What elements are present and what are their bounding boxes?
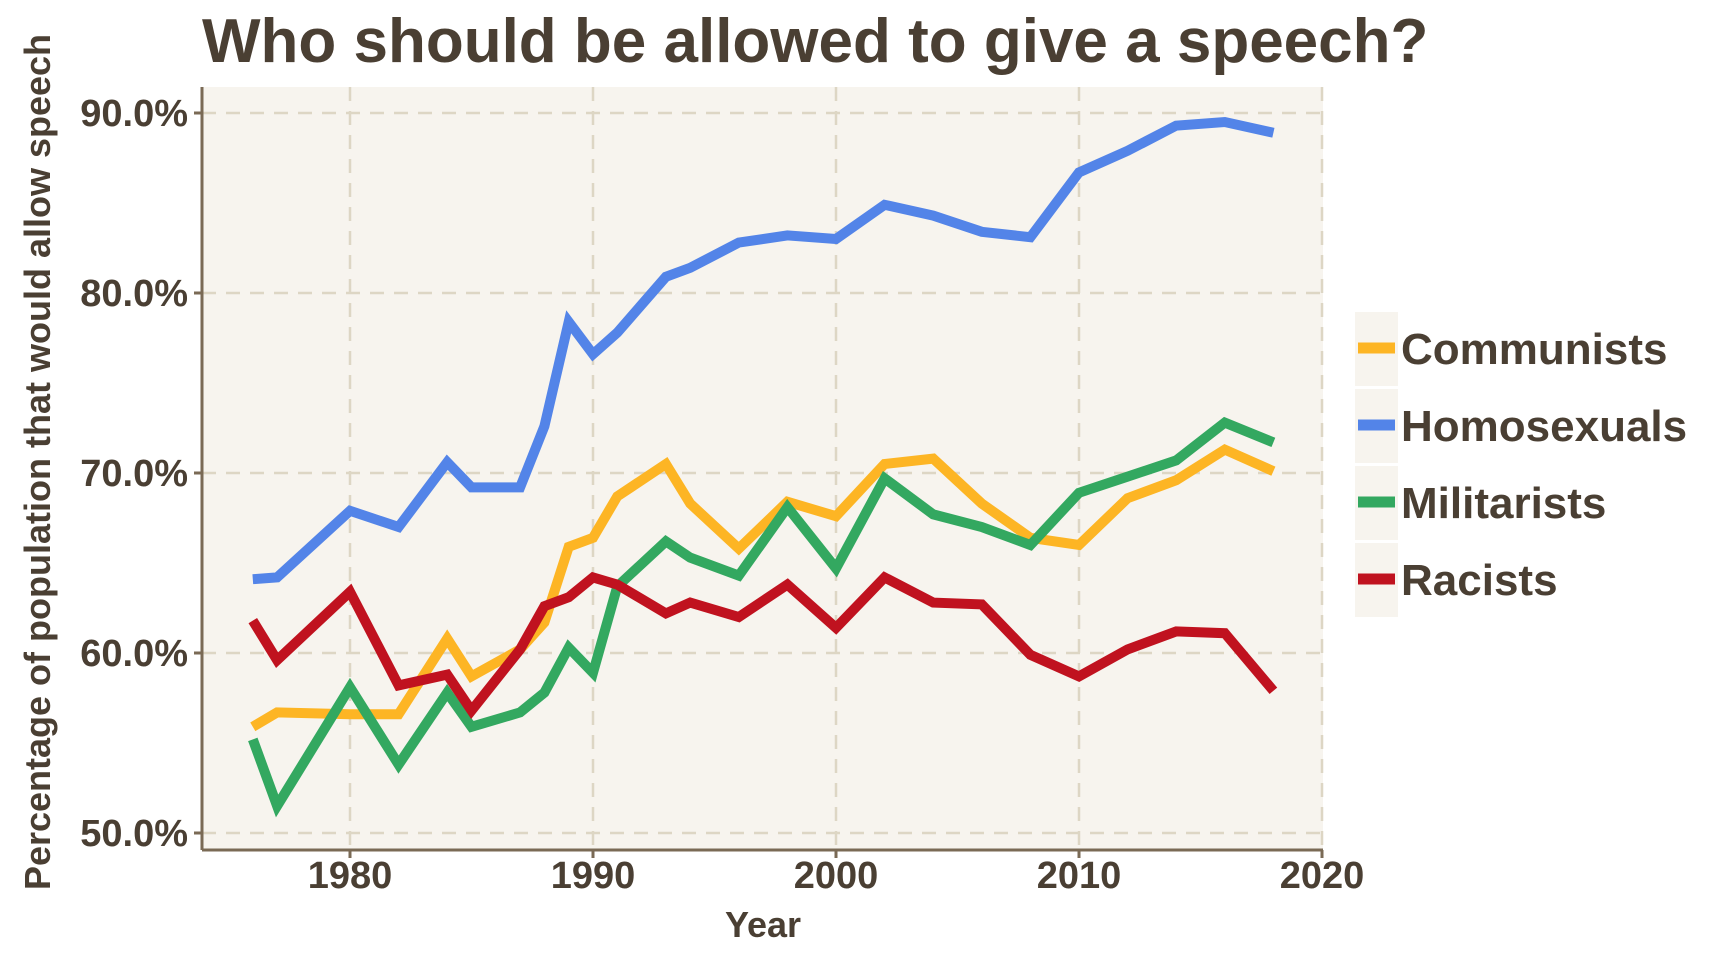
x-axis-title: Year bbox=[725, 904, 801, 945]
grid-lines bbox=[202, 87, 1324, 850]
legend-label: Militarists bbox=[1401, 479, 1606, 528]
y-tick-label: 70.0% bbox=[80, 453, 188, 495]
x-tick-label: 1990 bbox=[551, 855, 636, 897]
x-tick-label: 2010 bbox=[1037, 855, 1122, 897]
y-tick-label: 50.0% bbox=[80, 813, 188, 855]
x-tick-label: 2020 bbox=[1280, 855, 1365, 897]
y-tick-label: 80.0% bbox=[80, 273, 188, 315]
legend-label: Racists bbox=[1401, 556, 1558, 605]
series-line-racists bbox=[248, 571, 1278, 720]
series-lines bbox=[248, 116, 1278, 818]
x-axis-ticks: 1980 1990 2000 2010 2020 bbox=[308, 850, 1365, 897]
legend-item-militarists: Militarists bbox=[1355, 466, 1606, 540]
series-line-militarists bbox=[248, 416, 1276, 818]
legend-item-racists: Racists bbox=[1355, 543, 1558, 617]
y-axis-ticks: 50.0% 60.0% 70.0% 80.0% 90.0% bbox=[80, 93, 202, 855]
series-line-communists bbox=[250, 443, 1276, 732]
y-tick-label: 60.0% bbox=[80, 633, 188, 675]
legend-item-homosexuals: Homosexuals bbox=[1355, 389, 1687, 463]
chart-title: Who should be allowed to give a speech? bbox=[202, 7, 1428, 76]
series-line-homosexuals bbox=[252, 116, 1275, 585]
x-tick-label: 2000 bbox=[794, 855, 879, 897]
y-axis-title: Percentage of population that would allo… bbox=[17, 34, 58, 890]
y-tick-label: 90.0% bbox=[80, 93, 188, 135]
legend-label: Homosexuals bbox=[1401, 402, 1687, 451]
legend-item-communists: Communists bbox=[1355, 312, 1667, 386]
legend-label: Communists bbox=[1401, 325, 1667, 374]
legend: Communists Homosexuals Militarists Racists bbox=[1355, 312, 1687, 617]
x-tick-label: 1980 bbox=[308, 855, 393, 897]
